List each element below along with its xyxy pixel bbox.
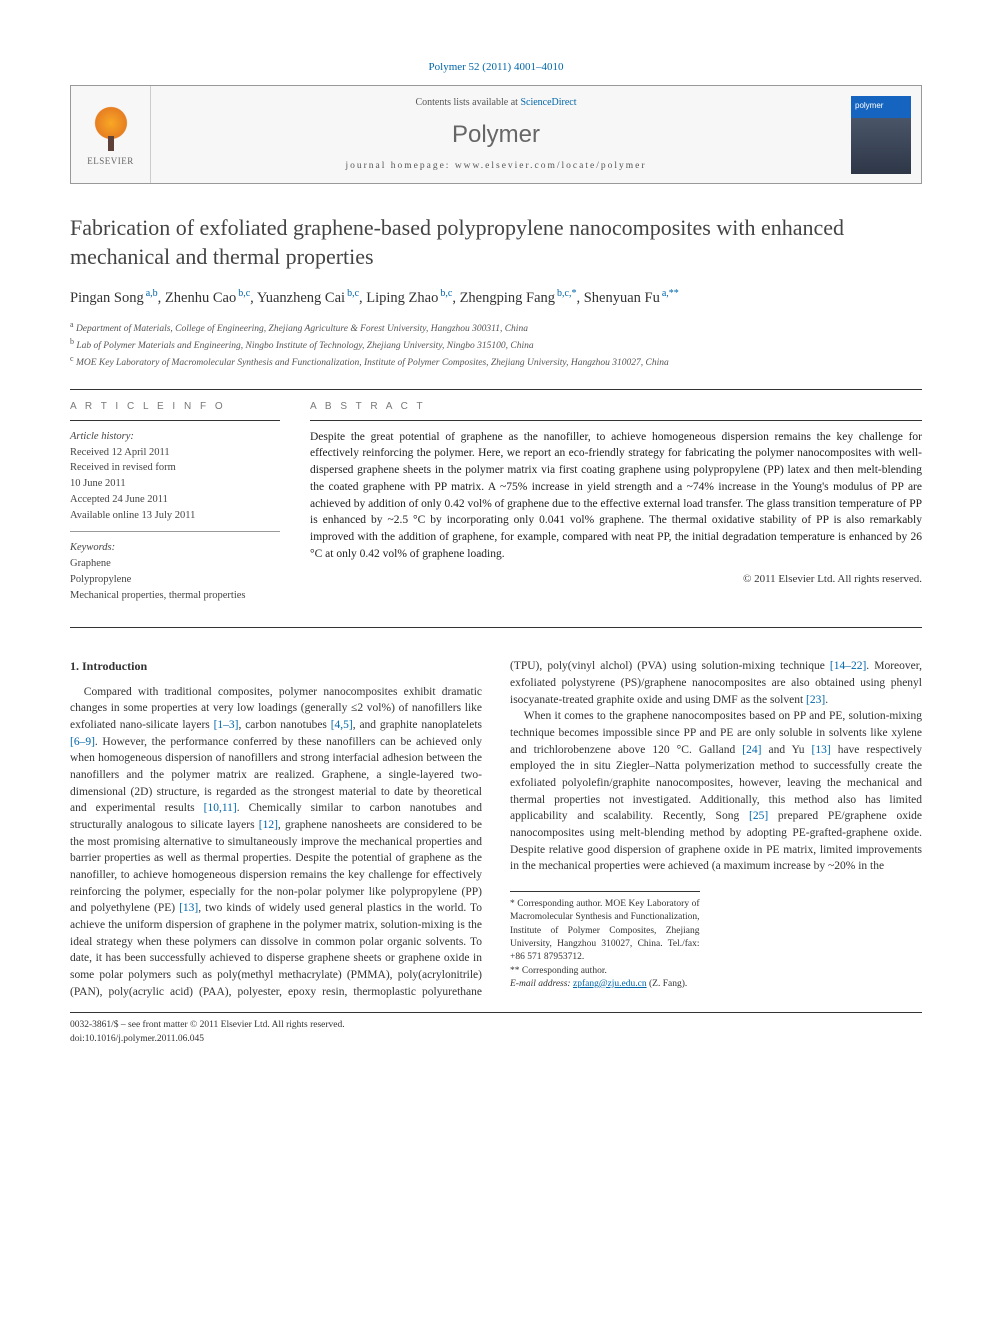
paragraph: When it comes to the graphene nanocompos… xyxy=(510,708,922,875)
body-text-span: , and graphite nanoplatelets xyxy=(353,719,482,731)
history-label: Article history: xyxy=(70,429,280,445)
ref-link[interactable]: [13] xyxy=(812,744,831,756)
history-item: 10 June 2011 xyxy=(70,476,280,492)
contents-available: Contents lists available at ScienceDirec… xyxy=(171,96,821,110)
keyword: Graphene xyxy=(70,556,280,572)
elsevier-tree-icon xyxy=(86,103,136,153)
author[interactable]: Pingan Song a,b xyxy=(70,290,158,306)
section-title: Introduction xyxy=(82,659,147,673)
affiliation: b Lab of Polymer Materials and Engineeri… xyxy=(70,336,922,353)
article-title: Fabrication of exfoliated graphene-based… xyxy=(70,214,922,271)
author[interactable]: Shenyuan Fu a,** xyxy=(584,290,679,306)
history-item: Available online 13 July 2011 xyxy=(70,508,280,524)
ref-link[interactable]: [12] xyxy=(259,819,278,831)
front-matter-line: 0032-3861/$ – see front matter © 2011 El… xyxy=(70,1019,922,1032)
journal-header: ELSEVIER Contents lists available at Sci… xyxy=(70,85,922,184)
email-link[interactable]: zpfang@zju.edu.cn xyxy=(573,979,647,989)
contents-prefix: Contents lists available at xyxy=(415,97,520,108)
abstract-column: A B S T R A C T Despite the great potent… xyxy=(310,400,922,604)
journal-title: Polymer xyxy=(171,118,821,152)
author[interactable]: Zhenhu Cao b,c xyxy=(165,290,250,306)
author[interactable]: Yuanzheng Cai b,c xyxy=(257,290,359,306)
article-info-column: A R T I C L E I N F O Article history: R… xyxy=(70,400,280,604)
ref-link[interactable]: [23] xyxy=(806,694,825,706)
article-info-heading: A R T I C L E I N F O xyxy=(70,400,280,414)
ref-link[interactable]: [10,11] xyxy=(204,802,237,814)
history-item: Received in revised form xyxy=(70,460,280,476)
ref-link[interactable]: [25] xyxy=(749,810,768,822)
journal-cover[interactable] xyxy=(841,86,921,183)
keyword: Mechanical properties, thermal propertie… xyxy=(70,588,280,604)
homepage-url[interactable]: www.elsevier.com/locate/polymer xyxy=(455,161,647,171)
author-list: Pingan Song a,b, Zhenhu Cao b,c, Yuanzhe… xyxy=(70,287,922,308)
body-text-span: . xyxy=(825,694,828,706)
sciencedirect-link[interactable]: ScienceDirect xyxy=(520,97,576,108)
affiliation: c MOE Key Laboratory of Macromolecular S… xyxy=(70,353,922,370)
publisher-name: ELSEVIER xyxy=(87,155,134,168)
cover-image-icon xyxy=(851,96,911,174)
abstract-heading: A B S T R A C T xyxy=(310,400,922,414)
footer: 0032-3861/$ – see front matter © 2011 El… xyxy=(70,1012,922,1046)
separator xyxy=(70,627,922,628)
info-abstract-row: A R T I C L E I N F O Article history: R… xyxy=(70,400,922,604)
email-label: E-mail address: xyxy=(510,979,573,989)
body-text-span: , graphene nanosheets are considered to … xyxy=(70,819,482,914)
homepage-label: journal homepage: xyxy=(345,161,454,171)
corresponding-footnotes: * Corresponding author. MOE Key Laborato… xyxy=(510,891,700,991)
ref-link[interactable]: [24] xyxy=(742,744,761,756)
body-text-span: , carbon nanotubes xyxy=(239,719,331,731)
journal-homepage: journal homepage: www.elsevier.com/locat… xyxy=(171,160,821,173)
affiliation-list: a Department of Materials, College of En… xyxy=(70,319,922,371)
corr-author-1: * Corresponding author. MOE Key Laborato… xyxy=(510,898,700,964)
separator xyxy=(310,420,922,421)
email-suffix: (Z. Fang). xyxy=(647,979,688,989)
ref-link[interactable]: [4,5] xyxy=(331,719,353,731)
abstract-text: Despite the great potential of graphene … xyxy=(310,429,922,562)
history-item: Received 12 April 2011 xyxy=(70,445,280,461)
keywords-label: Keywords: xyxy=(70,540,280,556)
ref-link[interactable]: [13] xyxy=(179,902,198,914)
email-line: E-mail address: zpfang@zju.edu.cn (Z. Fa… xyxy=(510,978,700,991)
separator xyxy=(70,531,280,532)
ref-link[interactable]: [1–3] xyxy=(214,719,239,731)
affiliation: a Department of Materials, College of En… xyxy=(70,319,922,336)
history-item: Accepted 24 June 2011 xyxy=(70,492,280,508)
author[interactable]: Liping Zhao b,c xyxy=(366,290,452,306)
keyword: Polypropylene xyxy=(70,572,280,588)
body-text-span: and Yu xyxy=(761,744,811,756)
ref-link[interactable]: [14–22] xyxy=(830,660,866,672)
abstract-copyright: © 2011 Elsevier Ltd. All rights reserved… xyxy=(310,572,922,587)
header-center: Contents lists available at ScienceDirec… xyxy=(151,86,841,183)
section-number: 1. xyxy=(70,659,79,673)
article-history: Article history: Received 12 April 2011R… xyxy=(70,429,280,604)
corr-author-2: ** Corresponding author. xyxy=(510,965,700,978)
body-text: 1. Introduction Compared with traditiona… xyxy=(70,658,922,1000)
separator xyxy=(70,389,922,390)
author[interactable]: Zhengping Fang b,c,* xyxy=(460,290,577,306)
separator xyxy=(70,420,280,421)
citation-line: Polymer 52 (2011) 4001–4010 xyxy=(70,60,922,75)
publisher-logo[interactable]: ELSEVIER xyxy=(71,86,151,183)
doi-line[interactable]: doi:10.1016/j.polymer.2011.06.045 xyxy=(70,1033,922,1046)
section-heading: 1. Introduction xyxy=(70,658,482,675)
ref-link[interactable]: [6–9] xyxy=(70,736,95,748)
